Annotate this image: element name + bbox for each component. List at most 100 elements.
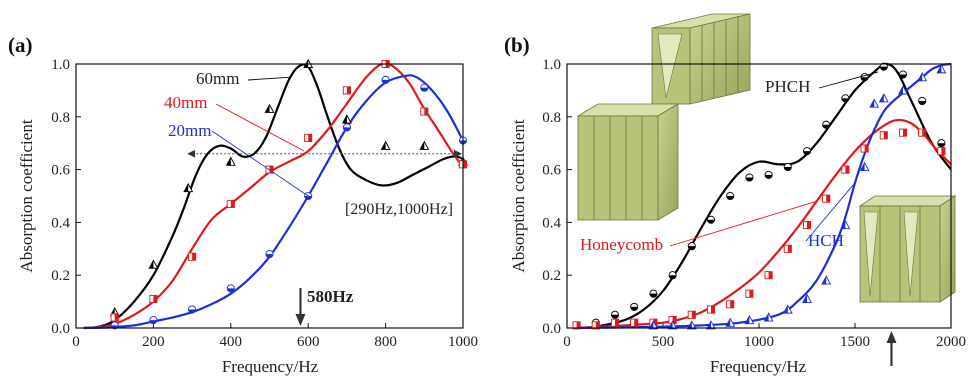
point-honeycomb: [745, 289, 754, 298]
point-phch: [841, 94, 850, 103]
legend-honeycomb: Honeycomb: [580, 235, 663, 254]
point-honeycomb: [610, 318, 620, 327]
point-phch: [937, 139, 946, 148]
point-60mm: [225, 156, 236, 166]
legend-leader-40mm: [215, 103, 305, 152]
point-hch: [648, 320, 659, 330]
panel-b-ylabel: Absorption coefficient: [509, 119, 528, 272]
legend-leader-phch: [818, 71, 879, 89]
point-hch: [869, 98, 880, 108]
honeycomb-structure-image: [858, 195, 957, 303]
panel-a-ylabel: Absorption coefficient: [17, 119, 36, 272]
panel-a-xlabel: Frequency/Hz: [222, 357, 319, 376]
point-phch: [822, 120, 831, 129]
point-hch: [821, 275, 832, 285]
point-hch: [859, 161, 870, 172]
point-hch: [898, 85, 908, 95]
legend-60mm: 60mm: [196, 69, 239, 88]
point-honeycomb: [687, 310, 696, 319]
legend-20mm: 20mm: [168, 121, 211, 140]
point-phch: [630, 302, 639, 311]
point-40mm: [226, 199, 235, 208]
hch-structure-image: [576, 103, 680, 221]
panel-b-frame: [566, 63, 952, 329]
point-hch: [936, 64, 947, 74]
point-40mm: [110, 313, 119, 322]
point-hch: [763, 312, 774, 322]
point-hch: [840, 219, 851, 230]
panel-a-label: (a): [8, 33, 33, 57]
legend-leader-hch: [805, 182, 856, 242]
point-honeycomb: [937, 147, 946, 156]
curve-60mm: [83, 63, 464, 330]
y-tick-label: 0.6: [542, 163, 561, 179]
point-phch: [879, 62, 888, 71]
point-phch: [802, 147, 812, 156]
panel-a-frame: [75, 63, 464, 329]
point-20mm: [342, 123, 351, 132]
point-honeycomb: [860, 144, 869, 153]
point-hch: [744, 314, 755, 325]
curve-40mm: [83, 62, 464, 330]
point-honeycomb: [879, 131, 888, 140]
point-hch: [725, 317, 736, 327]
point-20mm: [420, 83, 429, 92]
point-phch: [764, 170, 773, 179]
point-60mm: [183, 182, 194, 193]
point-hch: [706, 320, 716, 330]
point-honeycomb: [841, 165, 850, 174]
point-40mm: [188, 252, 197, 261]
curve-20mm: [83, 74, 464, 330]
point-honeycomb: [726, 300, 735, 309]
panel-a-curves: [83, 62, 464, 330]
point-60mm: [264, 103, 275, 113]
y-tick-label: 0.6: [51, 163, 70, 179]
point-honeycomb: [918, 128, 927, 137]
point-honeycomb: [706, 305, 716, 314]
point-honeycomb: [783, 244, 792, 253]
y-tick-label: 0.0: [542, 321, 561, 337]
y-tick-label: 0.0: [51, 321, 70, 337]
point-hch: [782, 304, 793, 314]
panel-b-points: [572, 62, 947, 330]
point-20mm: [149, 316, 158, 325]
panel-a-ticks: 0 200 400 600 800 1000 0.0 0.2 0.4 0.6 0.8 1.0: [51, 57, 478, 350]
point-honeycomb: [802, 220, 812, 230]
point-40mm: [304, 133, 313, 142]
legend-leader-honeycomb: [669, 200, 817, 247]
point-phch: [610, 310, 620, 319]
range-label: [290Hz,1000Hz]: [345, 201, 453, 218]
point-phch: [745, 173, 754, 182]
x-tick-label: 400: [220, 334, 243, 350]
point-20mm: [188, 305, 197, 314]
point-20mm: [265, 250, 274, 259]
y-tick-label: 0.2: [542, 268, 561, 284]
legend-40mm: 40mm: [164, 93, 207, 112]
point-hch: [686, 320, 697, 330]
point-60mm: [148, 259, 159, 269]
point-phch: [918, 96, 927, 106]
point-hch: [667, 320, 678, 330]
x-tick-label: 0: [72, 334, 80, 350]
point-40mm: [342, 86, 351, 95]
point-phch: [706, 215, 716, 224]
point-20mm: [381, 75, 390, 84]
x-tick-label: 200: [142, 334, 165, 350]
point-hch: [802, 293, 812, 304]
y-tick-label: 0.8: [51, 110, 70, 126]
frequency-arrow-b: [886, 331, 897, 366]
point-60mm: [419, 140, 430, 150]
x-tick-label: 1000: [744, 334, 774, 350]
point-60mm: [341, 114, 352, 124]
legend-leader-60mm: [247, 76, 291, 81]
y-tick-label: 0.8: [542, 110, 561, 126]
panel-b-label: (b): [504, 33, 530, 57]
y-tick-label: 0.4: [542, 215, 561, 231]
panel-b-xlabel: Frequency/Hz: [710, 357, 807, 376]
point-honeycomb: [591, 321, 600, 330]
panel-a: (a) Absorption coefficient Frequency/Hz …: [8, 33, 478, 376]
point-60mm: [380, 140, 391, 150]
y-tick-label: 0.2: [51, 268, 70, 284]
point-honeycomb: [764, 271, 773, 280]
x-tick-label: 0: [563, 334, 571, 350]
